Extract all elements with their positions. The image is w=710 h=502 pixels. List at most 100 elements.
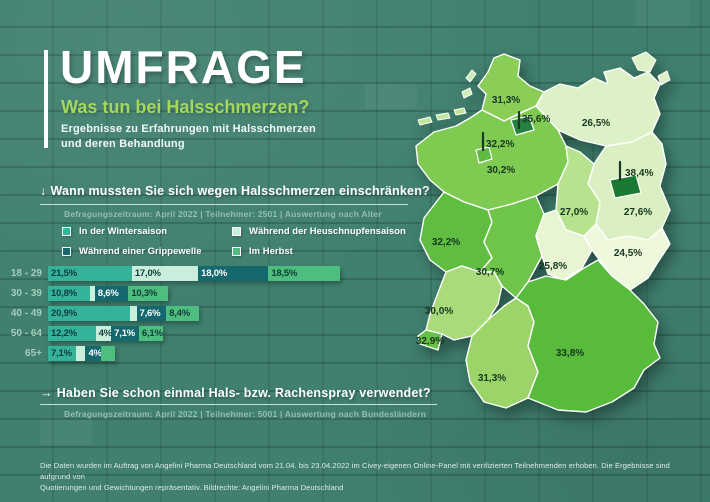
island-northsea xyxy=(461,87,473,99)
map-value-bayern: 33,8% xyxy=(556,348,584,359)
legend-swatch-herbst xyxy=(232,247,241,256)
bar-segment-herbst: 6,1% xyxy=(138,326,163,341)
legend-swatch-wintersaison xyxy=(62,227,71,236)
footer-line1: Die Daten wurden im Auftrag von Angelini… xyxy=(40,461,670,481)
bar-segment-heuschnupfensaison: 4% xyxy=(95,326,113,341)
legend-label: Während einer Grippewelle xyxy=(79,246,202,257)
island-usedom xyxy=(657,70,671,86)
bar-segment-heuschnupfensaison xyxy=(129,306,137,321)
map-value-nordrhein-westfalen: 32,2% xyxy=(432,237,460,248)
map-value-thueringen: 25,8% xyxy=(539,261,567,272)
age-group-label: 65+ xyxy=(25,348,42,359)
bar-row: 65+ 7,1% 4% xyxy=(2,346,340,361)
chart-legend: In der Wintersaison Während der Heuschnup… xyxy=(62,226,406,257)
bar-segment-wintersaison: 12,2% xyxy=(48,326,96,341)
bar-segment-herbst: 18,5% xyxy=(268,266,341,281)
bar-track: 10,8% 8,6% 10,3% xyxy=(48,286,169,301)
map-value-hessen: 30,7% xyxy=(476,267,504,278)
age-group-label: 30 - 39 xyxy=(10,288,42,299)
map-value-berlin: 38,4% xyxy=(625,168,653,179)
map-value-brandenburg: 27,6% xyxy=(624,207,652,218)
question2-heading: → Haben Sie schon einmal Hals- bzw. Rache… xyxy=(40,386,431,400)
island-eastfrisian xyxy=(453,107,467,116)
legend-label: In der Wintersaison xyxy=(79,226,168,237)
bar-segment-wintersaison: 7,1% xyxy=(48,346,76,361)
bar-segment-grippewelle: 4% xyxy=(85,346,102,361)
bar-value-label: 6,1% xyxy=(141,328,163,339)
age-group-label: 50 - 64 xyxy=(10,328,42,339)
poster-description: Ergebnisse zu Erfahrungen mit Halsschmer… xyxy=(61,122,316,153)
map-value-rheinland-pfalz: 30,0% xyxy=(425,306,453,317)
poster-description-line2: und deren Behandlung xyxy=(61,138,185,151)
map-value-baden-wuerttemberg: 31,3% xyxy=(478,373,506,384)
bar-row: 18 - 29 21,5% 17,0% 18,0% 18,5% xyxy=(2,266,341,281)
map-value-sachsen: 24,5% xyxy=(614,248,642,259)
bar-value-label: 21,5% xyxy=(51,268,77,279)
bar-row: 30 - 39 10,8% 8,6% 10,3% xyxy=(2,286,340,301)
title-accent-bar xyxy=(44,50,48,148)
bar-row: 40 - 49 20,9% 7,6% 8,4% xyxy=(2,306,340,321)
state-bayern xyxy=(515,259,661,413)
legend-item-herbst: Im Herbst xyxy=(232,246,406,257)
bar-value-label: 20,9% xyxy=(51,308,77,319)
bar-segment-grippewelle: 7,1% xyxy=(111,326,139,341)
poster-title: UMFRAGE xyxy=(60,41,307,93)
bar-chart: 18 - 29 21,5% 17,0% 18,0% 18,5% 30 - 39 10,8% 8… xyxy=(2,266,341,366)
map-value-saarland: 32,9% xyxy=(416,336,444,347)
state-mecklenburg-vorpommern xyxy=(535,67,661,147)
bar-segment-wintersaison: 10,8% xyxy=(48,286,91,301)
bar-value-label: 12,2% xyxy=(51,328,77,339)
right-arrow-icon: → xyxy=(40,386,53,400)
bar-segment-wintersaison: 20,9% xyxy=(48,306,130,321)
question1-heading: ↓ Wann mussten Sie sich wegen Halsschmerz… xyxy=(40,184,430,198)
legend-label: Während der Heuschnupfensaison xyxy=(249,226,406,237)
bar-track: 21,5% 17,0% 18,0% 18,5% xyxy=(48,266,341,281)
bar-value-label: 17,0% xyxy=(134,268,161,279)
bar-segment-heuschnupfensaison xyxy=(75,346,86,361)
bar-value-label: 7,6% xyxy=(139,308,161,319)
bar-segment-heuschnupfensaison: 17,0% xyxy=(131,266,199,281)
state-sachsen-anhalt xyxy=(555,145,601,237)
bar-segment-herbst: 8,4% xyxy=(166,306,199,321)
legend-swatch-heuschnupfensaison xyxy=(232,227,241,236)
bar-track: 20,9% 7,6% 8,4% xyxy=(48,306,199,321)
question2-meta: Befragungszeitraum: April 2022 | Teilneh… xyxy=(64,409,427,419)
island-eastfrisian xyxy=(435,112,451,121)
bar-track: 7,1% 4% xyxy=(48,346,115,361)
bar-value-label: 18,5% xyxy=(271,268,298,279)
island-northsea xyxy=(465,69,477,83)
bar-value-label: 4% xyxy=(98,328,113,339)
state-bremen xyxy=(475,146,493,164)
divider-line xyxy=(40,404,437,405)
poster-description-line1: Ergebnisse zu Erfahrungen mit Halsschmer… xyxy=(61,123,316,135)
island-ruegen xyxy=(631,51,657,73)
legend-item-grippewelle: Während einer Grippewelle xyxy=(62,246,232,257)
state-sachsen xyxy=(583,223,671,291)
footer-line2: Quotierungen und Gewichtungen repräsenta… xyxy=(40,482,344,492)
bar-segment-grippewelle: 18,0% xyxy=(198,266,269,281)
question1-text: Wann mussten Sie sich wegen Halsschmerze… xyxy=(50,184,430,198)
poster-subtitle: Was tun bei Halsschmerzen? xyxy=(61,97,310,117)
bar-segment-wintersaison: 21,5% xyxy=(48,266,132,281)
map-value-niedersachsen: 30,2% xyxy=(487,165,515,176)
age-group-label: 40 - 49 xyxy=(10,308,42,319)
state-thueringen xyxy=(535,209,593,281)
state-rheinland-pfalz xyxy=(425,265,503,341)
state-hamburg xyxy=(510,115,535,136)
germany-map-container: 31,3% 35,6% 26,5% 32,2% 30,2% 38,4% 27,0… xyxy=(408,14,700,428)
bar-track: 12,2% 4% 7,1% 6,1% xyxy=(48,326,163,341)
bar-segment-herbst xyxy=(101,346,115,361)
footer-disclaimer: Die Daten wurden im Auftrag von Angelini… xyxy=(40,461,690,494)
bar-value-label: 4% xyxy=(88,348,102,359)
legend-label: Im Herbst xyxy=(249,246,293,257)
bar-value-label: 7,1% xyxy=(51,348,72,359)
age-group-label: 18 - 29 xyxy=(10,268,42,279)
bar-segment-grippewelle: 8,6% xyxy=(94,286,129,301)
bar-segment-herbst: 10,3% xyxy=(128,286,169,301)
legend-swatch-grippewelle xyxy=(62,247,71,256)
question1-meta: Befragungszeitraum: April 2022 | Teilneh… xyxy=(64,209,382,219)
brick-highlight xyxy=(40,420,92,445)
down-arrow-icon: ↓ xyxy=(40,184,47,198)
bar-value-label: 8,4% xyxy=(169,308,190,319)
divider-line xyxy=(40,204,408,205)
